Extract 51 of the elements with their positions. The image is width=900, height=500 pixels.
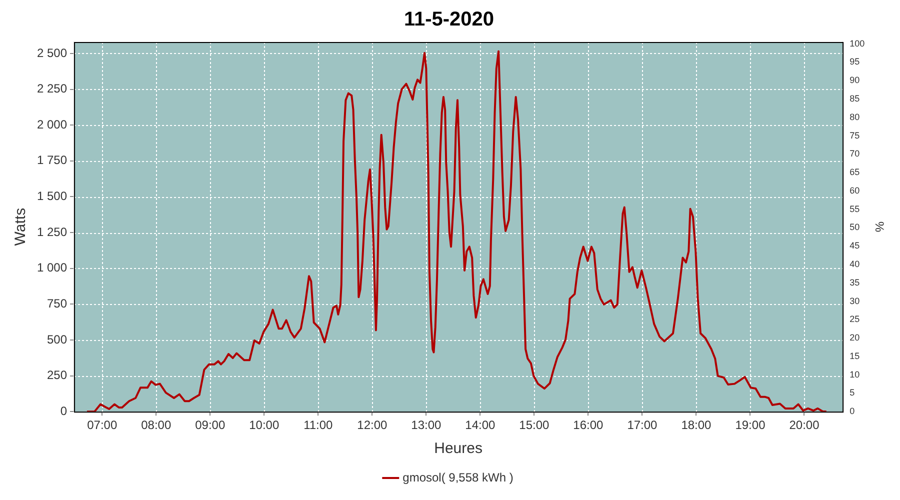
x-tick-label: 18:00 [681, 418, 712, 432]
y2-tick-label: 15 [850, 350, 860, 361]
y2-axis-title: % [872, 221, 886, 232]
x-tick-label: 07:00 [87, 418, 118, 432]
x-tick-label: 15:00 [519, 418, 550, 432]
y-tick-label: 250 [47, 368, 68, 382]
y2-tick-label: 75 [850, 130, 860, 140]
y-tick-label: 1 750 [37, 153, 68, 168]
x-tick-label: 20:00 [789, 418, 820, 432]
x-tick-label: 11:00 [304, 418, 334, 432]
y-axis-title: Watts [12, 208, 30, 246]
y2-tick-label: 0 [850, 406, 855, 416]
y-tick-label: 2 250 [37, 82, 68, 96]
y-tick-label: 500 [47, 332, 68, 346]
y2-tick-label: 45 [850, 240, 860, 251]
y2-tick-label: 80 [850, 112, 860, 122]
x-tick-label: 14:00 [465, 418, 496, 432]
legend-label: gmosol( 9,558 kWh ) [402, 470, 514, 484]
y-tick-label: 2 000 [37, 117, 68, 132]
y-tick-label: 1 000 [37, 260, 68, 275]
y2-tick-label: 20 [850, 332, 860, 343]
x-tick-label: 17:00 [627, 418, 658, 432]
x-tick-label: 09:00 [195, 418, 226, 432]
y2-tick-label: 95 [850, 56, 860, 67]
x-tick-label: 16:00 [573, 418, 604, 432]
y2-tick-label: 70 [850, 148, 860, 159]
x-tick-label: 13:00 [411, 418, 442, 432]
y2-tick-label: 25 [850, 314, 860, 324]
y-tick-label: 750 [47, 296, 68, 310]
y2-tick-label: 30 [850, 296, 860, 306]
x-tick-label: 10:00 [249, 418, 280, 432]
y-tick-label: 1 250 [37, 224, 68, 239]
y2-tick-label: 40 [850, 258, 860, 269]
y2-tick-label: 10 [850, 369, 860, 380]
y2-tick-label: 90 [850, 75, 860, 86]
y2-tick-label: 100 [850, 38, 865, 48]
x-tick-label: 12:00 [357, 418, 388, 432]
y2-tick-label: 35 [850, 277, 860, 288]
x-tick-label: 08:00 [141, 418, 172, 432]
y2-tick-label: 65 [850, 167, 860, 178]
y-tick-label: 0 [60, 404, 68, 418]
x-axis-title: Heures [434, 440, 482, 458]
y2-tick-label: 5 [850, 388, 855, 398]
y2-tick-label: 85 [850, 93, 860, 104]
y-tick-label: 1 500 [37, 189, 68, 204]
chart-title: 11-5-2020 [404, 8, 494, 31]
y2-tick-label: 50 [850, 222, 860, 232]
y2-tick-label: 55 [850, 204, 860, 214]
x-tick-label: 19:00 [735, 418, 766, 432]
y2-tick-label: 60 [850, 185, 860, 196]
y-tick-label: 2 500 [37, 46, 68, 60]
